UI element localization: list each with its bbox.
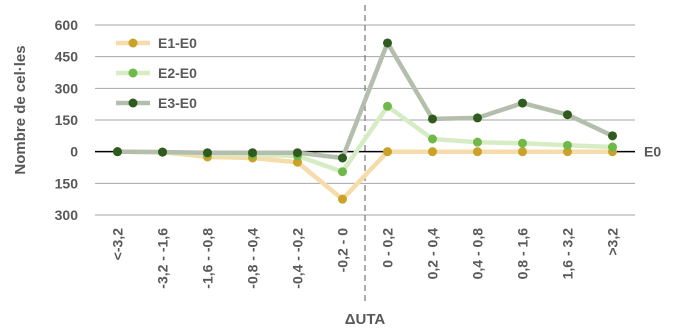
y-tick-label-5: 150 [55,175,79,191]
x-tick-label-2: -1,6 - -0,8 [200,228,216,289]
x-tick-label-5: -0,2 - 0 [335,228,351,273]
series-line-2 [117,40,614,161]
x-tick-label-11: >3,2 [605,228,621,256]
y-tick-label-3: 150 [55,112,79,128]
series-1-point-8 [473,137,482,147]
legend-marker-0 [128,38,138,48]
legend-label-0: E1-E0 [158,35,197,51]
series-0-point-5 [338,194,347,204]
series-2-point-1 [158,147,167,157]
x-axis-ticks: <-3,2 -3,2 - -1,6 -1,6 - -0,8 -0,8 - -0,4 -0… [110,228,621,289]
legend-marker-1 [128,68,138,78]
legend: E1-E0 E2-E0 E3-E0 [116,35,197,111]
series-line-0 [117,149,613,202]
legend-marker-2 [128,98,138,108]
y-tick-label-6: 300 [55,207,79,223]
x-tick-label-10: 1,6 - 3,2 [560,228,576,280]
series-2-point-10 [563,110,572,120]
y-tick-label-4: 0 [70,144,78,160]
series-0-point-6 [383,147,392,157]
series-1-point-10 [563,140,572,150]
series-2-point-3 [248,148,257,158]
x-tick-label-7: 0,2 - 0,4 [425,228,441,280]
series-2-point-2 [203,148,212,158]
legend-label-2: E3-E0 [158,95,197,111]
series-lines [113,38,617,204]
legend-label-1: E2-E0 [158,65,197,81]
series-2-point-11 [608,131,617,141]
series-1-point-7 [428,134,437,144]
series-0-point-10 [563,147,572,157]
series-2-point-8 [473,113,482,123]
series-2-point-6 [383,38,392,48]
x-axis-title: ΔUTA [345,311,386,328]
series-1-point-6 [383,101,392,111]
x-tick-label-1: -3,2 - -1,6 [155,228,171,289]
series-0-point-8 [473,147,482,157]
series-2-point-5 [338,153,347,163]
x-tick-label-9: 0,8 - 1,6 [515,228,531,280]
series-2-point-0 [113,147,122,157]
y-axis-title: Nombre de cel·les [12,45,29,174]
series-0-point-9 [518,147,527,157]
y-tick-label-2: 300 [55,80,79,96]
series-1-point-9 [518,138,527,148]
series-0-point-7 [428,147,437,157]
y-axis-ticks: 600 450 300 150 0 150 300 [55,17,79,223]
x-tick-label-8: 0,4 - 0,8 [470,228,486,280]
series-1-point-5 [338,167,347,177]
series-2-point-9 [518,98,527,108]
y-tick-label-0: 600 [55,17,79,33]
series-0-point-4 [293,157,302,167]
x-tick-label-4: -0,4 - -0,2 [290,228,306,289]
x-tick-label-3: -0,8 - -0,4 [245,228,261,289]
series-1-point-11 [608,142,617,152]
y-tick-label-1: 450 [55,49,79,65]
series-2-point-7 [428,114,437,124]
x-tick-label-0: <-3,2 [110,228,126,261]
x-tick-label-6: 0 - 0,2 [380,228,396,268]
series-2-point-4 [293,148,302,158]
zero-line-label: E0 [644,144,661,160]
